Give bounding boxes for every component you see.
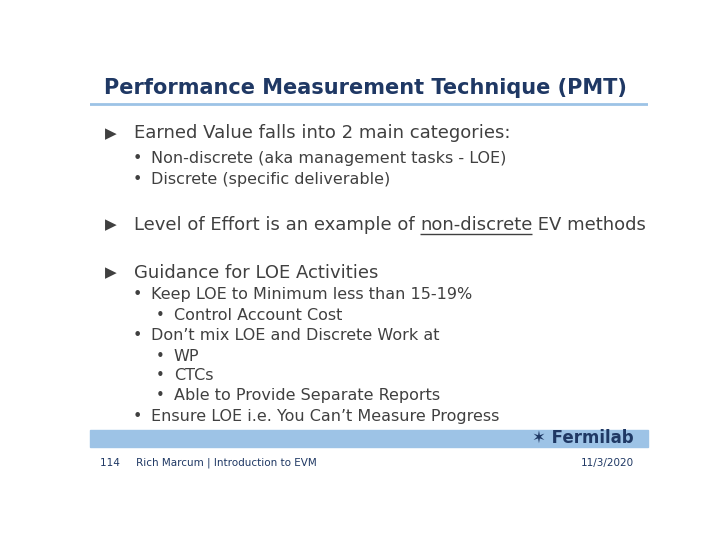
Text: non-discrete: non-discrete (420, 216, 532, 234)
Text: Guidance for LOE Activities: Guidance for LOE Activities (133, 264, 378, 282)
Text: CTCs: CTCs (174, 368, 213, 383)
Text: Performance Measurement Technique (PMT): Performance Measurement Technique (PMT) (104, 78, 627, 98)
Text: •: • (156, 388, 164, 403)
Text: •: • (132, 172, 142, 187)
Text: Earned Value falls into 2 main categories:: Earned Value falls into 2 main categorie… (133, 124, 510, 143)
Text: •: • (156, 349, 164, 364)
Bar (90, 430, 648, 447)
Text: •: • (132, 287, 142, 302)
Text: •: • (156, 308, 164, 322)
Text: Keep LOE to Minimum less than 15-19%: Keep LOE to Minimum less than 15-19% (151, 287, 472, 302)
Text: Able to Provide Separate Reports: Able to Provide Separate Reports (174, 388, 440, 403)
Text: Non-discrete (aka management tasks - LOE): Non-discrete (aka management tasks - LOE… (151, 151, 507, 166)
Text: WP: WP (174, 349, 199, 364)
Text: •: • (156, 368, 164, 383)
Text: Ensure LOE i.e. You Can’t Measure Progress: Ensure LOE i.e. You Can’t Measure Progre… (151, 409, 500, 424)
Text: Control Account Cost: Control Account Cost (174, 308, 342, 322)
Text: Don’t mix LOE and Discrete Work at: Don’t mix LOE and Discrete Work at (151, 328, 440, 343)
Text: ▶: ▶ (105, 126, 117, 141)
Text: 11/3/2020: 11/3/2020 (581, 458, 634, 468)
Text: •: • (132, 409, 142, 424)
Text: •: • (132, 151, 142, 166)
Text: ✶ Fermilab: ✶ Fermilab (532, 429, 634, 447)
Text: ▶: ▶ (105, 218, 117, 232)
Text: Discrete (specific deliverable): Discrete (specific deliverable) (151, 172, 391, 187)
Text: Level of Effort is an example of: Level of Effort is an example of (133, 216, 420, 234)
Text: •: • (132, 328, 142, 343)
Text: 114     Rich Marcum | Introduction to EVM: 114 Rich Marcum | Introduction to EVM (100, 458, 317, 468)
Text: EV methods: EV methods (532, 216, 646, 234)
Text: ▶: ▶ (105, 265, 117, 280)
